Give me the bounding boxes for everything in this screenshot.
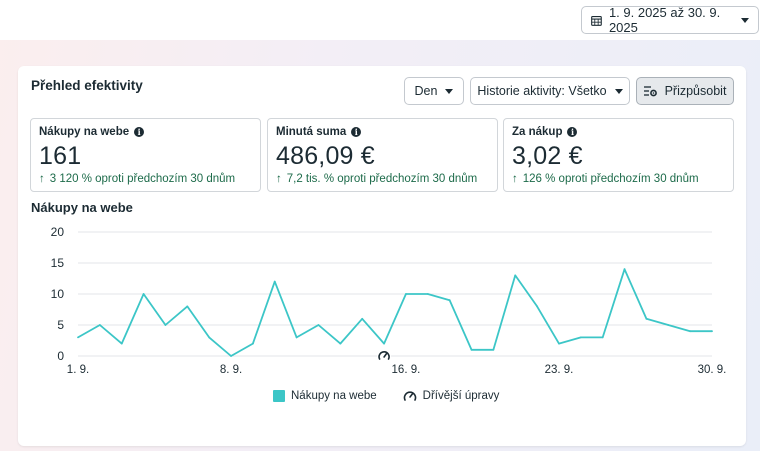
performance-card: Přehled efektivity Den Historie aktivity… (18, 66, 746, 446)
metric-card-amount-spent[interactable]: Minutá suma i 486,09 € ↑ 7,2 tis. % opro… (267, 118, 498, 192)
data-point (142, 293, 145, 295)
data-point (98, 324, 101, 326)
y-tick-label: 20 (51, 225, 65, 239)
metric-label: Za nákup i (512, 126, 725, 138)
metric-card-purchases[interactable]: Nákupy na webe i 161 ↑ 3 120 % oproti př… (30, 118, 261, 192)
chevron-down-icon (614, 88, 623, 94)
data-point (645, 317, 648, 320)
metric-card-cost-per-purchase[interactable]: Za nákup i 3,02 € ↑ 126 % oproti předcho… (503, 118, 734, 192)
info-icon[interactable]: i (567, 127, 578, 137)
annotation-marker[interactable] (377, 349, 392, 363)
data-point (470, 348, 473, 351)
data-point (339, 342, 342, 345)
series-line (77, 268, 712, 357)
chart-legend: Nákupy na webe Dřívější úpravy (273, 390, 499, 402)
metric-change-text: 126 % oproti předchozím 30 dnům (522, 173, 699, 185)
data-point (405, 293, 407, 295)
x-tick-label: 16. 9. (392, 364, 421, 376)
legend-label: Nákupy na webe (291, 390, 377, 402)
data-point (317, 324, 320, 326)
data-point (558, 342, 560, 345)
y-tick-label: 5 (57, 318, 64, 332)
metric-value: 486,09 € (276, 142, 375, 170)
legend-swatch (273, 390, 285, 402)
metric-label-text: Za nákup (512, 126, 563, 138)
arrow-up-icon: ↑ (276, 173, 282, 185)
data-point (230, 355, 232, 357)
x-tick-label: 8. 9. (220, 364, 242, 376)
calendar-icon (591, 15, 602, 26)
activity-history-dropdown[interactable]: Historie aktivity: Všetko (470, 77, 630, 105)
data-point (186, 305, 189, 308)
legend-label: Dřívější úpravy (422, 390, 500, 402)
legend-item-annotation[interactable]: Dřívější úpravy (403, 390, 500, 402)
arrow-up-icon: ↑ (39, 173, 45, 185)
metric-change: ↑ 3 120 % oproti předchozím 30 dnům (39, 173, 252, 185)
legend-item-series[interactable]: Nákupy na webe (273, 390, 377, 402)
data-point (689, 330, 692, 333)
data-point (492, 348, 495, 351)
customize-icon (643, 86, 657, 97)
data-point (514, 274, 517, 277)
metric-change-text: 3 120 % oproti předchozím 30 dnům (49, 173, 236, 185)
arrow-up-icon: ↑ (512, 173, 518, 185)
metric-change-text: 7,2 tis. % oproti předchozím 30 dnům (286, 173, 478, 185)
data-point (448, 299, 451, 302)
data-point (711, 330, 713, 333)
gauge-icon (403, 391, 416, 401)
card-title: Přehled efektivity (31, 78, 143, 93)
data-point (667, 324, 670, 326)
y-tick-label: 10 (51, 287, 65, 301)
data-point (77, 336, 79, 339)
data-point (579, 336, 582, 339)
metric-label-text: Nákupy na webe (39, 126, 130, 138)
date-range-label: 1. 9. 2025 až 30. 9. 2025 (608, 5, 721, 35)
data-point (536, 305, 539, 308)
data-point (383, 342, 385, 345)
data-point (295, 336, 298, 339)
data-point (120, 342, 123, 345)
data-point (601, 336, 604, 339)
y-tick-label: 0 (57, 349, 64, 363)
data-point (164, 324, 167, 326)
data-point (251, 342, 254, 345)
top-bar: 1. 9. 2025 až 30. 9. 2025 (0, 0, 760, 40)
chevron-down-icon (445, 88, 454, 94)
metric-value: 3,02 € (512, 142, 583, 170)
chevron-down-icon (741, 17, 749, 23)
customize-button[interactable]: Přizpůsobit (636, 77, 734, 105)
data-point (623, 268, 626, 271)
date-range-picker[interactable]: 1. 9. 2025 až 30. 9. 2025 (581, 5, 759, 35)
metric-label: Nákupy na webe i (39, 126, 252, 138)
metric-change: ↑ 7,2 tis. % oproti předchozím 30 dnům (276, 173, 489, 185)
activity-history-label: Historie aktivity: Všetko (477, 84, 607, 98)
x-tick-label: 30. 9. (698, 364, 727, 376)
granularity-dropdown[interactable]: Den (404, 77, 464, 105)
data-point (426, 293, 429, 295)
metric-value: 161 (39, 142, 82, 170)
metric-label-text: Minutá suma (276, 126, 347, 138)
data-point (208, 336, 211, 339)
x-tick-label: 1. 9. (67, 364, 89, 376)
metric-change: ↑ 126 % oproti předchozím 30 dnům (512, 173, 725, 185)
info-icon[interactable]: i (134, 127, 145, 137)
data-point (273, 280, 276, 283)
info-icon[interactable]: i (351, 127, 362, 137)
chart-title: Nákupy na webe (31, 200, 133, 215)
metric-label: Minutá suma i (276, 126, 489, 138)
line-chart: 0 5 10 15 20 1. 9. 8. 9. 16. 9. 23. 9. 30. 9. (51, 225, 727, 376)
x-tick-label: 23. 9. (545, 364, 574, 376)
customize-label: Přizpůsobit (664, 84, 727, 98)
granularity-label: Den (414, 84, 438, 98)
data-point (361, 317, 364, 320)
y-tick-label: 15 (51, 256, 65, 270)
